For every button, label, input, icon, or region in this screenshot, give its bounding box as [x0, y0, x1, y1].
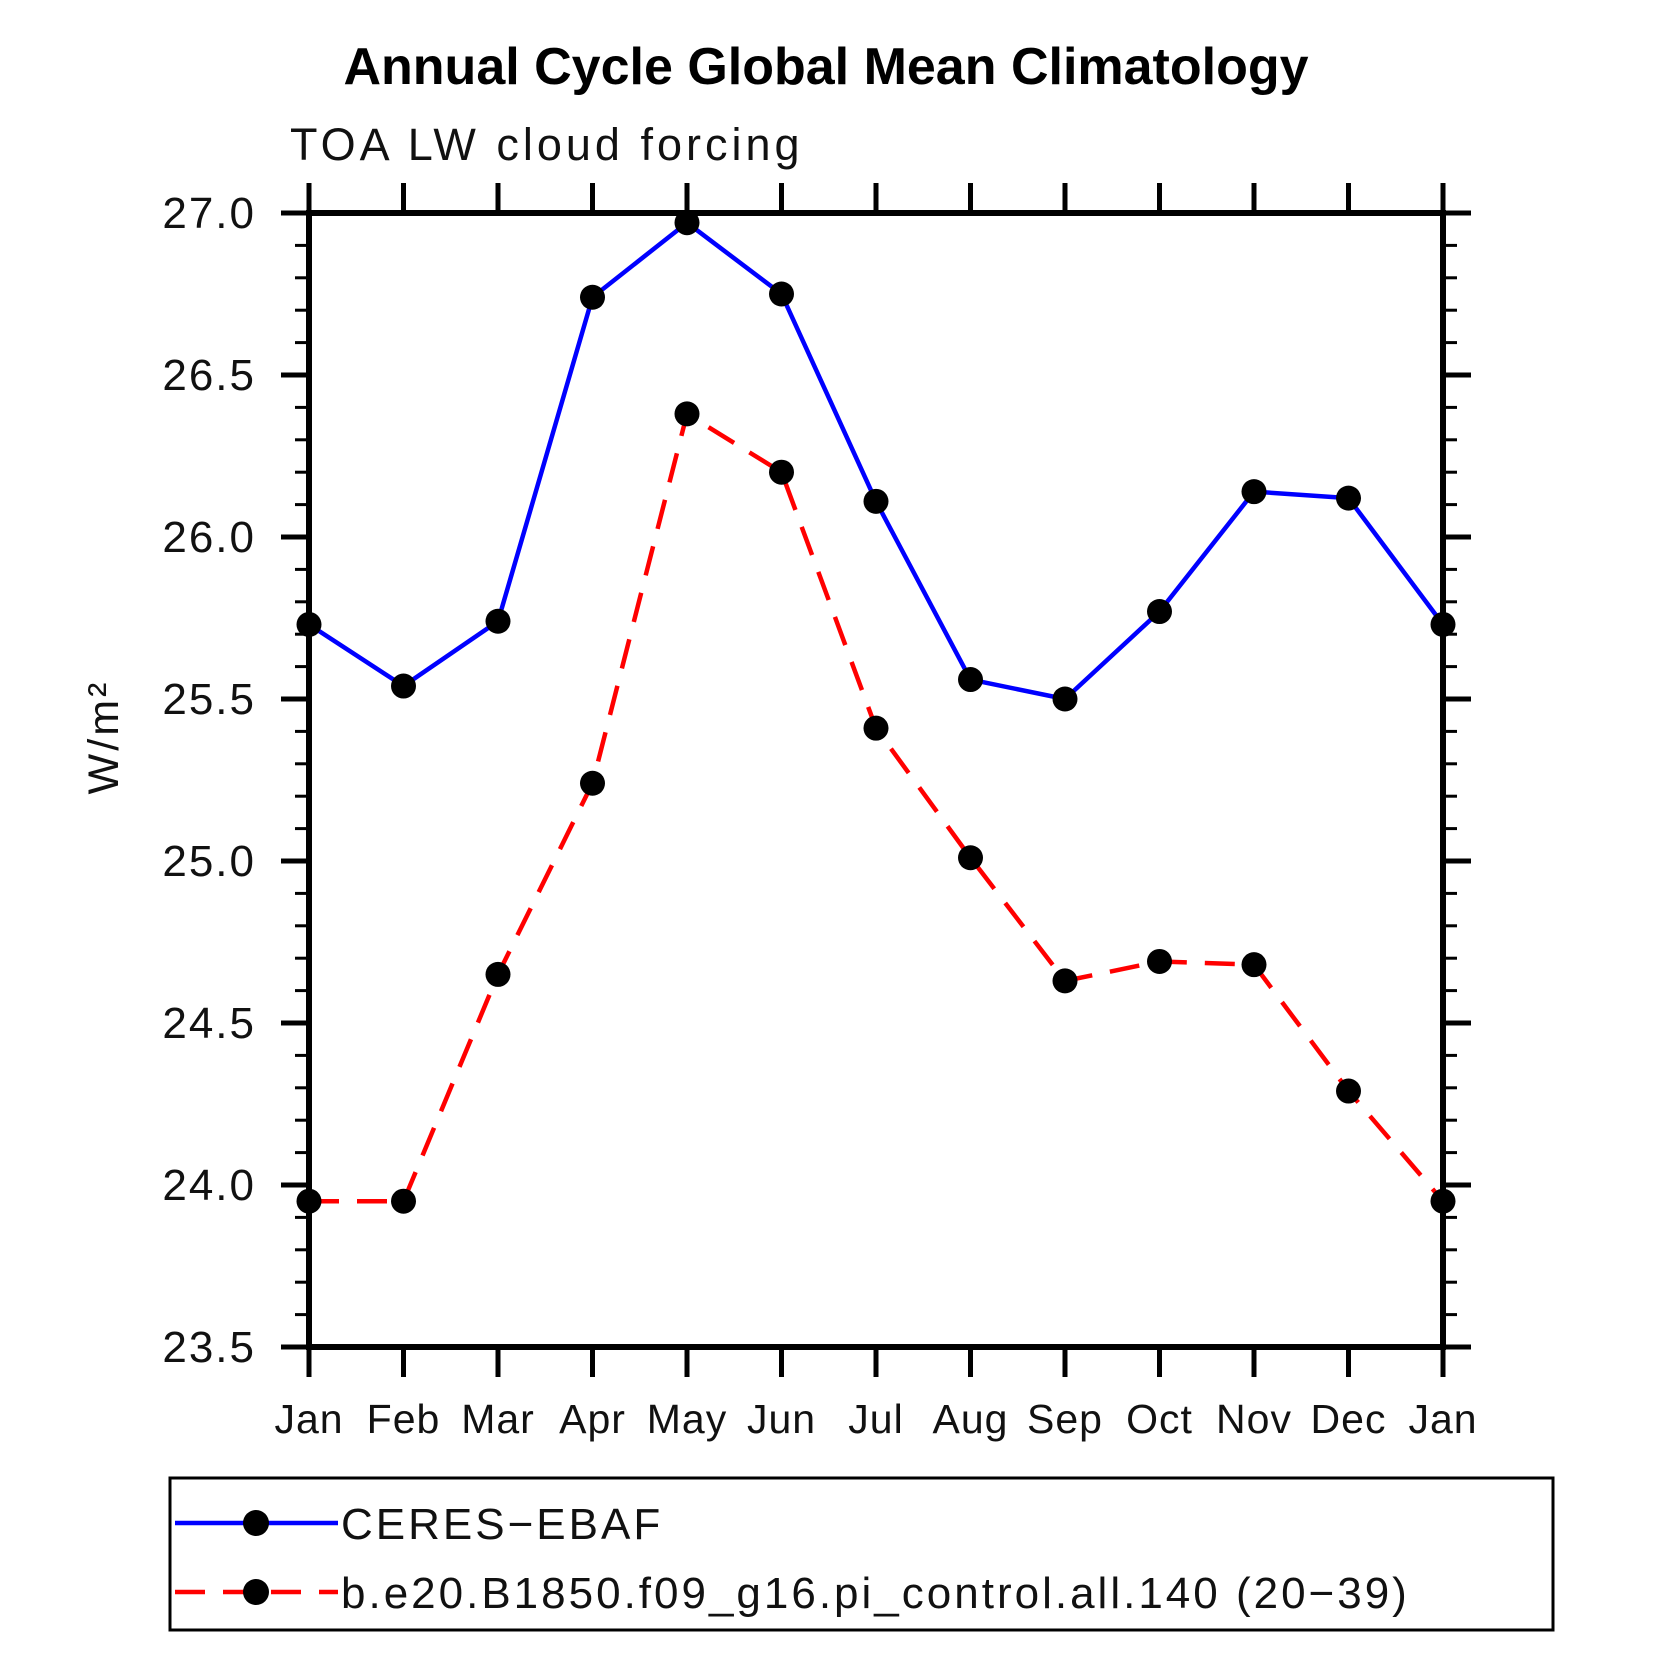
- data-point-s1-May: [674, 401, 700, 427]
- x-tick-label: Aug: [933, 1396, 1009, 1442]
- x-tick-label: Dec: [1311, 1396, 1387, 1442]
- data-point-s0-Feb: [391, 673, 416, 699]
- data-point-s0-May: [674, 210, 700, 236]
- x-tick-label: Jan: [1408, 1396, 1477, 1442]
- y-tick-label: 24.0: [162, 1161, 256, 1210]
- legend-marker-model: [243, 1579, 269, 1605]
- y-axis-label: W/m²: [80, 680, 128, 795]
- x-tick-label: May: [647, 1396, 727, 1442]
- legend-label-model: b.e20.B1850.f09_g16.pi_control.all.140 (…: [341, 1569, 1410, 1618]
- data-point-s1-Apr: [580, 770, 605, 796]
- data-point-s0-Aug: [958, 667, 983, 693]
- data-point-s1-Feb: [391, 1188, 416, 1214]
- y-tick-label: 27.0: [162, 189, 256, 238]
- x-tick-label: Jul: [848, 1396, 903, 1442]
- y-tick-label: 26.0: [162, 513, 256, 562]
- x-tick-label: Apr: [559, 1396, 626, 1442]
- data-point-s1-Oct: [1147, 948, 1172, 974]
- plot-box: [306, 210, 1446, 1350]
- legend-label-ceres: CERES−EBAF: [341, 1500, 663, 1549]
- data-point-s1-Dec: [1336, 1078, 1361, 1104]
- series-line-1: [309, 411, 1445, 1204]
- data-point-s1-Nov: [1241, 952, 1267, 978]
- data-point-s0-Jan: [296, 611, 322, 637]
- data-point-s0-Sep: [1052, 686, 1078, 712]
- data-point-s1-Mar: [485, 961, 511, 987]
- data-point-s1-Aug: [958, 845, 983, 871]
- x-tick-label: Nov: [1216, 1396, 1292, 1442]
- y-tick-label: 24.5: [162, 999, 256, 1048]
- data-point-s1-Jul: [863, 715, 889, 741]
- legend-marker-ceres: [243, 1510, 269, 1536]
- data-point-s1-Sep: [1052, 968, 1078, 994]
- data-point-s0-Jul: [863, 488, 889, 514]
- chart-subtitle: TOA LW cloud forcing: [290, 119, 804, 170]
- x-tick-label: Jun: [747, 1396, 816, 1442]
- data-point-s0-Dec: [1336, 485, 1361, 511]
- data-point-s1-Jun: [769, 459, 794, 485]
- y-tick-label: 25.5: [162, 675, 256, 724]
- plot-area: 23.5 24.0 24.5 25.0 25.5 26.0 26.5 27.0 Jan Feb Ma…: [162, 183, 1477, 1442]
- data-point-s0-Apr: [580, 284, 605, 310]
- legend-box: [168, 1476, 1555, 1632]
- y-tick-label: 25.0: [162, 837, 256, 886]
- data-point-s0-Mar: [485, 608, 511, 634]
- x-tick-label: Oct: [1126, 1396, 1193, 1442]
- x-tick-label: Mar: [461, 1396, 535, 1442]
- y-tick-label: 26.5: [162, 351, 256, 400]
- data-point-s1-Jan: [296, 1188, 322, 1214]
- series-line-0: [307, 220, 1445, 702]
- x-tick-label: Jan: [274, 1396, 343, 1442]
- data-point-s1-Jan: [1430, 1188, 1456, 1214]
- data-point-s0-Oct: [1147, 599, 1172, 625]
- y-tick-label: 23.5: [162, 1323, 256, 1372]
- x-tick-label: Sep: [1027, 1396, 1103, 1442]
- data-point-s0-Jun: [769, 281, 794, 307]
- chart-title: Annual Cycle Global Mean Climatology: [343, 38, 1308, 96]
- legend: CERES−EBAF b.e20.B1850.f09_g16.pi_contro…: [168, 1476, 1555, 1632]
- data-point-s0-Nov: [1241, 479, 1267, 505]
- x-tick-label: Feb: [367, 1396, 441, 1442]
- data-point-s0-Jan: [1430, 611, 1456, 637]
